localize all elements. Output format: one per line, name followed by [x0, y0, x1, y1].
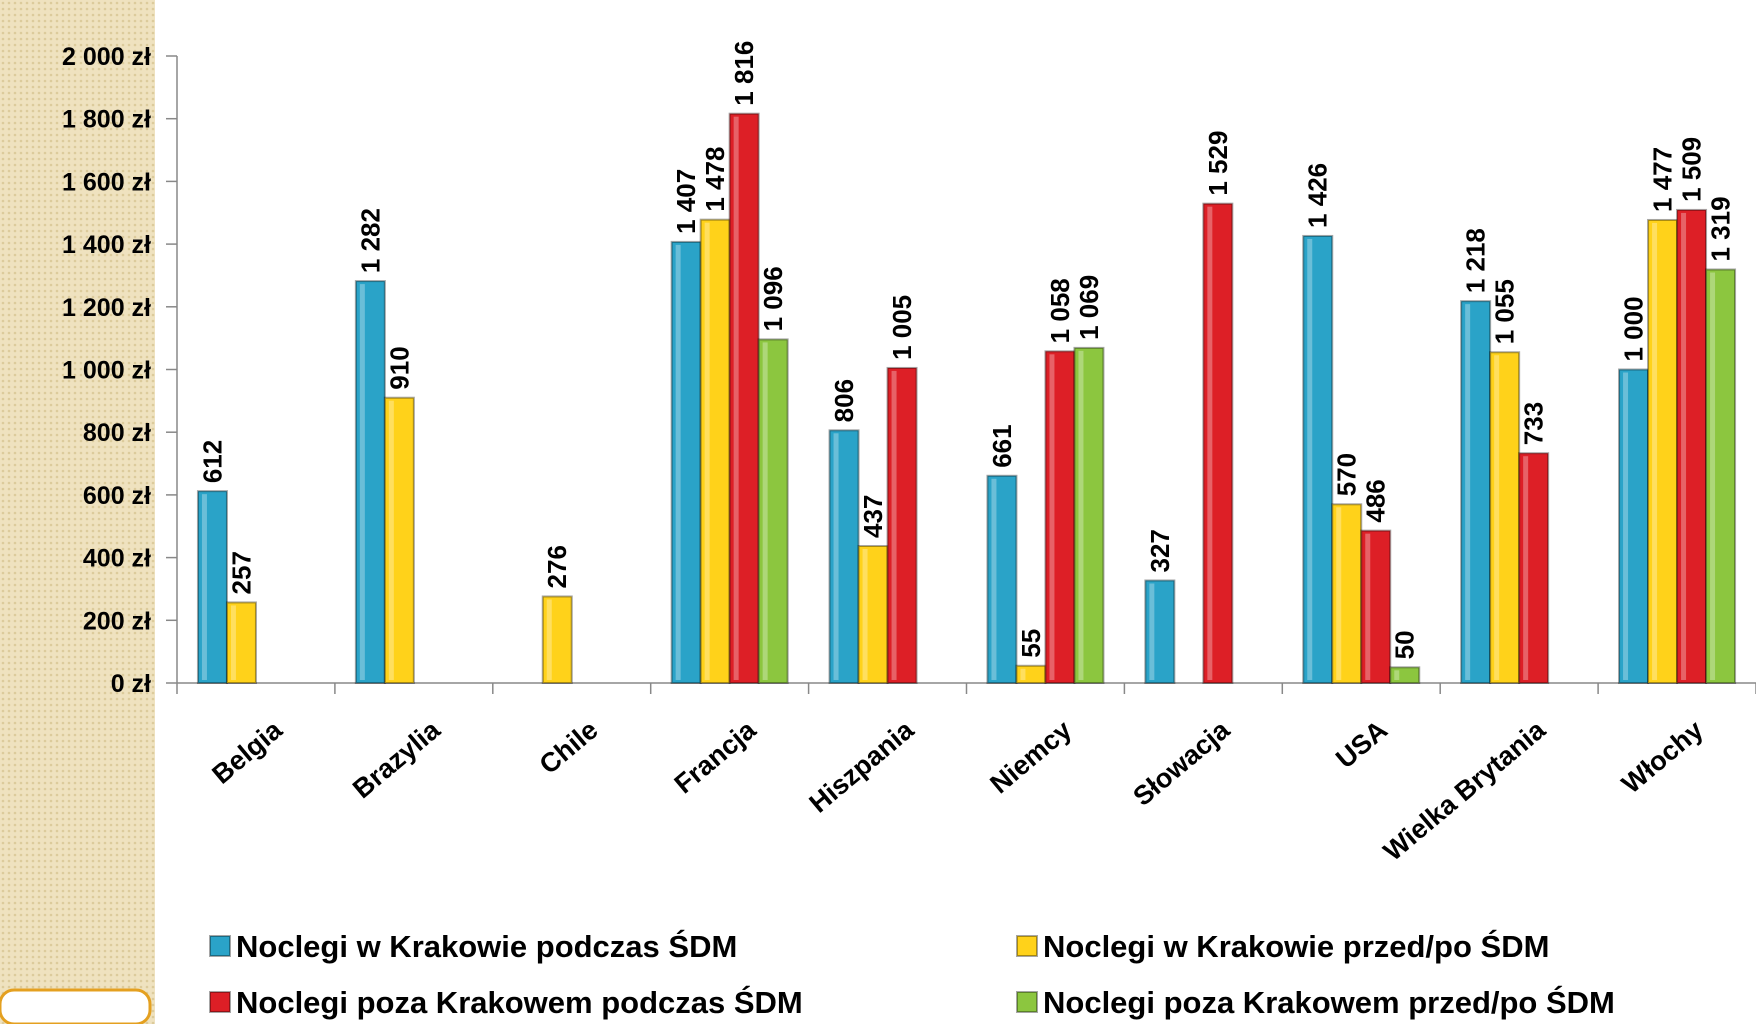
- bar-highlight: [676, 245, 681, 680]
- bar-highlight: [1336, 507, 1341, 680]
- x-tick-label: Słowacja: [1127, 714, 1236, 812]
- x-tick-label: USA: [1330, 715, 1393, 775]
- chart: 0 zł 200 zł 400 zł 600 zł 800 zł 1 000 zł 1 20…: [0, 0, 1756, 1024]
- bar-highlight: [231, 605, 236, 680]
- value-label: 1 058: [1045, 278, 1075, 343]
- value-label: 1 096: [758, 266, 788, 331]
- x-tick-label: Niemcy: [984, 715, 1077, 800]
- legend-marker: [210, 936, 230, 956]
- y-tick-label: 1 000 zł: [62, 357, 151, 385]
- x-tick-label: Włochy: [1616, 715, 1709, 800]
- value-label: 1 000: [1619, 296, 1649, 361]
- value-label: 1 426: [1303, 163, 1333, 228]
- value-label: 612: [197, 440, 227, 483]
- y-tick-label: 600 zł: [83, 482, 151, 510]
- legend-label: Noclegi w Krakowie podczas ŚDM: [236, 928, 737, 964]
- legend-label: Noclegi w Krakowie przed/po ŚDM: [1043, 928, 1549, 964]
- value-label: 50: [1390, 630, 1420, 659]
- value-label: 806: [829, 379, 859, 422]
- bar-highlight: [1049, 354, 1054, 680]
- legend-marker: [1017, 936, 1037, 956]
- value-label: 733: [1519, 402, 1549, 445]
- bar-highlight: [1020, 669, 1025, 680]
- bar-highlight: [547, 599, 552, 680]
- value-label: 1 477: [1648, 147, 1678, 212]
- page: {"chart_data": {"type": "bar", "categori…: [0, 0, 1756, 1024]
- y-tick-label: 1 200 zł: [62, 294, 151, 322]
- bar-highlight: [1307, 239, 1312, 680]
- bar-highlight: [763, 342, 768, 680]
- legend-label: Noclegi poza Krakowem podczas ŚDM: [236, 984, 803, 1020]
- bar-highlight: [1494, 355, 1499, 680]
- bar-highlight: [1465, 304, 1470, 680]
- bar-highlight: [734, 117, 739, 680]
- x-tick-label: Wielka Brytania: [1378, 714, 1552, 867]
- value-label: 55: [1016, 629, 1046, 658]
- bar-highlight: [202, 494, 207, 680]
- value-label: 1 218: [1461, 228, 1491, 293]
- bar-highlight: [1710, 272, 1715, 680]
- value-label: 1 816: [729, 41, 759, 106]
- y-tick-label: 1 400 zł: [62, 231, 151, 259]
- value-label: 327: [1145, 529, 1175, 572]
- value-label: 437: [858, 495, 888, 538]
- bar-highlight: [1207, 207, 1212, 680]
- bar-highlight: [705, 223, 710, 680]
- logo: [0, 990, 150, 1024]
- value-label: 486: [1361, 479, 1391, 522]
- y-tick-label: 2 000 zł: [62, 43, 151, 71]
- value-label: 1 069: [1074, 275, 1104, 340]
- bar-highlight: [1623, 373, 1628, 681]
- bar-highlight: [1523, 456, 1528, 680]
- bar-highlight: [834, 433, 839, 680]
- bar-highlight: [863, 549, 868, 680]
- x-tick-label: Chile: [534, 715, 604, 780]
- y-tick-label: 1 600 zł: [62, 168, 151, 196]
- bar-highlight: [1394, 670, 1399, 680]
- bar-highlight: [892, 371, 897, 680]
- value-label: 1 055: [1490, 279, 1520, 344]
- y-tick-label: 800 zł: [83, 419, 151, 447]
- value-label: 1 319: [1706, 196, 1736, 261]
- x-tick-label: Belgia: [206, 714, 288, 790]
- x-tick-label: Hiszpania: [804, 714, 921, 819]
- bar-highlight: [1681, 213, 1686, 680]
- side-strip: [0, 0, 155, 1024]
- value-label: 276: [542, 545, 572, 588]
- value-label: 257: [226, 551, 256, 594]
- bar-highlight: [991, 479, 996, 680]
- legend-marker: [1017, 992, 1037, 1012]
- value-label: 661: [987, 424, 1017, 467]
- value-label: 1 509: [1677, 137, 1707, 202]
- value-label: 570: [1332, 453, 1362, 496]
- y-tick-label: 200 zł: [83, 607, 151, 635]
- legend-label: Noclegi poza Krakowem przed/po ŚDM: [1043, 984, 1615, 1020]
- x-tick-label: Brazylia: [347, 714, 446, 804]
- value-label: 910: [384, 346, 414, 389]
- value-label: 1 282: [355, 208, 385, 273]
- value-label: 1 005: [887, 295, 917, 360]
- bar-highlight: [360, 284, 365, 680]
- legend-marker: [210, 992, 230, 1012]
- bar-highlight: [1652, 223, 1657, 680]
- bar-highlight: [1365, 534, 1370, 680]
- x-tick-label: Francja: [669, 714, 763, 799]
- y-tick-label: 0 zł: [111, 670, 151, 698]
- y-tick-label: 400 zł: [83, 545, 151, 573]
- bar-highlight: [389, 401, 394, 680]
- value-label: 1 529: [1203, 131, 1233, 196]
- value-label: 1 478: [700, 147, 730, 212]
- bar-highlight: [1149, 583, 1154, 680]
- bar-highlight: [1078, 351, 1083, 680]
- y-tick-label: 1 800 zł: [62, 106, 151, 134]
- value-label: 1 407: [671, 169, 701, 234]
